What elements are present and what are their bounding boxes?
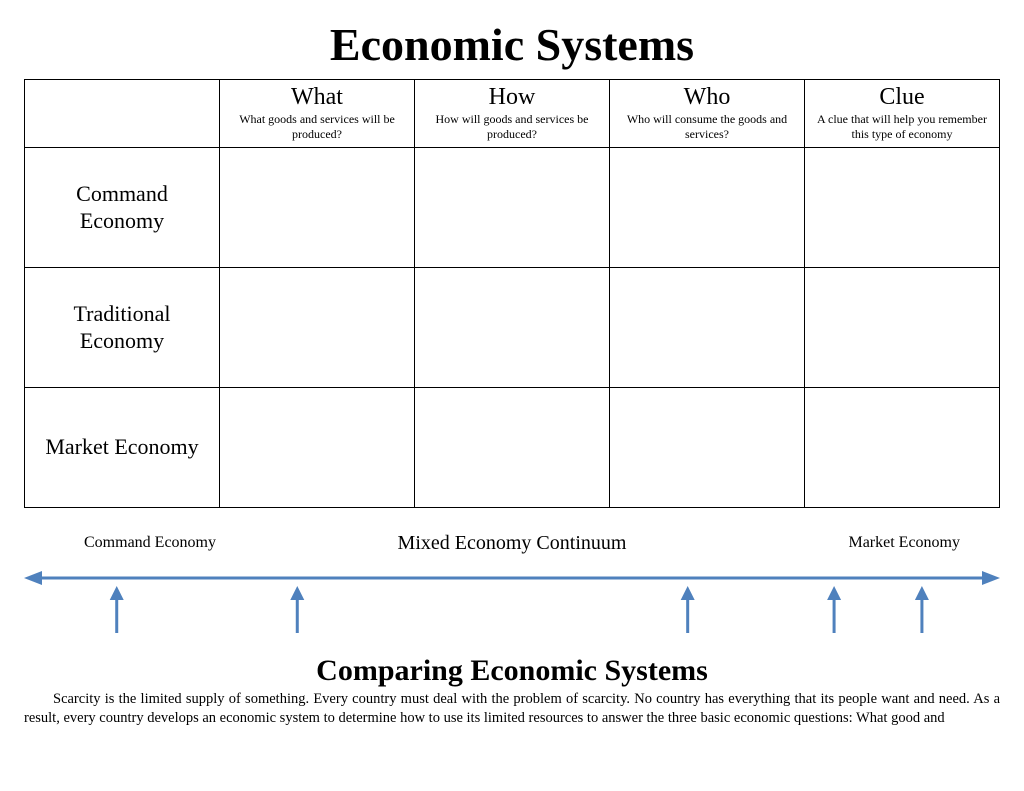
cell-empty	[805, 148, 1000, 268]
cell-empty	[220, 388, 415, 508]
table-row: Traditional Economy	[25, 268, 1000, 388]
header-title: How	[421, 84, 603, 110]
header-who: Who Who will consume the goods and servi…	[610, 80, 805, 148]
continuum-center-label: Mixed Economy Continuum	[398, 532, 627, 555]
cell-empty	[610, 388, 805, 508]
table-row: Command Economy	[25, 148, 1000, 268]
row-label-market: Market Economy	[25, 434, 219, 460]
header-title: What	[226, 84, 408, 110]
header-what: What What goods and services will be pro…	[220, 80, 415, 148]
header-sub: A clue that will help you remember this …	[811, 112, 993, 141]
table-row: Market Economy	[25, 388, 1000, 508]
cell-empty	[805, 388, 1000, 508]
continuum-left-label: Command Economy	[84, 534, 216, 552]
body-paragraph: Scarcity is the limited supply of someth…	[24, 690, 1000, 728]
cell-empty	[610, 268, 805, 388]
economy-table: What What goods and services will be pro…	[24, 79, 1000, 508]
cell-empty	[415, 388, 610, 508]
header-title: Clue	[811, 84, 993, 110]
cell-empty	[415, 268, 610, 388]
cell-empty	[415, 148, 610, 268]
header-sub: How will goods and services be produced?	[421, 112, 603, 141]
header-clue: Clue A clue that will help you remember …	[805, 80, 1000, 148]
row-label-traditional: Traditional Economy	[25, 301, 219, 354]
cell-empty	[610, 148, 805, 268]
cell-empty	[805, 268, 1000, 388]
continuum-right-label: Market Economy	[848, 534, 960, 552]
header-blank	[25, 80, 220, 148]
continuum: Command Economy Mixed Economy Continuum …	[24, 534, 1000, 654]
cell-empty	[220, 268, 415, 388]
header-title: Who	[616, 84, 798, 110]
page-title: Economic Systems	[24, 18, 1000, 71]
header-how: How How will goods and services be produ…	[415, 80, 610, 148]
row-label-cell: Traditional Economy	[25, 268, 220, 388]
row-label-cell: Market Economy	[25, 388, 220, 508]
header-sub: Who will consume the goods and services?	[616, 112, 798, 141]
header-sub: What goods and services will be produced…	[226, 112, 408, 141]
row-label-command: Command Economy	[25, 181, 219, 234]
cell-empty	[220, 148, 415, 268]
continuum-svg	[24, 558, 1000, 648]
subtitle: Comparing Economic Systems	[24, 654, 1000, 688]
row-label-cell: Command Economy	[25, 148, 220, 268]
